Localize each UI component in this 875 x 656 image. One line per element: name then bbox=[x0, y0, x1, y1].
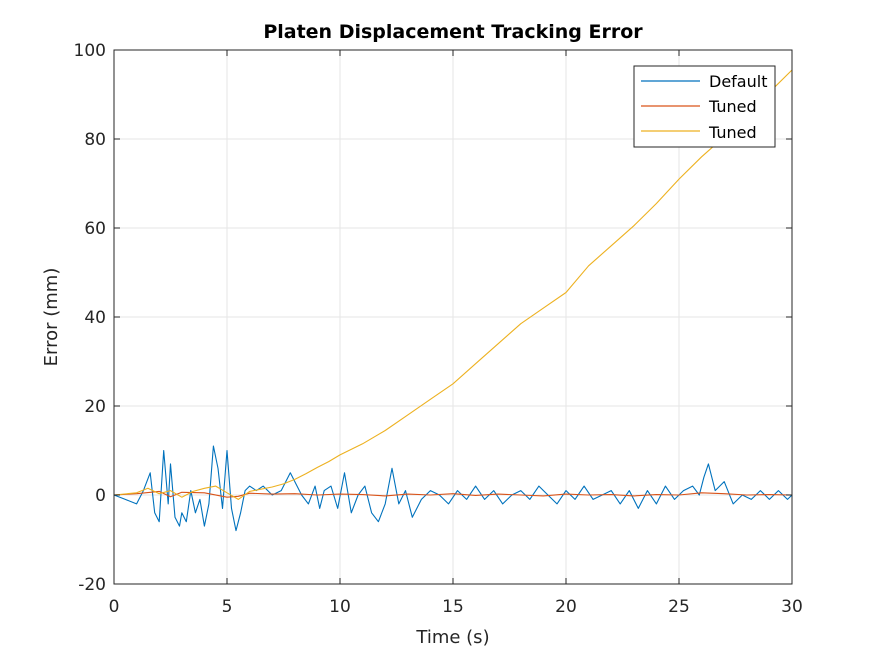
legend-label-tuned-2: Tuned bbox=[708, 123, 757, 142]
legend-label-default: Default bbox=[709, 72, 767, 91]
y-tick-label: 20 bbox=[84, 397, 106, 417]
x-tick-label: 10 bbox=[329, 597, 351, 617]
y-axis-label: Error (mm) bbox=[41, 268, 62, 367]
series-lines bbox=[113, 69, 793, 532]
y-tick-label: 40 bbox=[84, 308, 106, 328]
chart-title: Platen Displacement Tracking Error bbox=[263, 21, 643, 43]
x-tick-label: 20 bbox=[555, 597, 577, 617]
x-tick-label: 30 bbox=[781, 597, 803, 617]
legend: Default Tuned Tuned bbox=[633, 65, 776, 148]
x-tick-label: 5 bbox=[222, 597, 233, 617]
x-tick-label: 0 bbox=[109, 597, 120, 617]
y-tick-label: 60 bbox=[84, 219, 106, 239]
x-tick-label: 25 bbox=[668, 597, 690, 617]
default-series-line bbox=[113, 445, 793, 532]
y-tick-label: 80 bbox=[84, 130, 106, 150]
legend-label-tuned-1: Tuned bbox=[708, 97, 757, 116]
tuned-series-line-2 bbox=[113, 69, 793, 500]
tuned-series-line-1 bbox=[113, 490, 793, 498]
y-tick-label: 100 bbox=[74, 41, 106, 61]
x-axis-label: Time (s) bbox=[415, 627, 489, 648]
x-tick-label: 15 bbox=[442, 597, 464, 617]
y-tick-label: 0 bbox=[95, 486, 106, 506]
y-tick-label: -20 bbox=[78, 575, 106, 595]
